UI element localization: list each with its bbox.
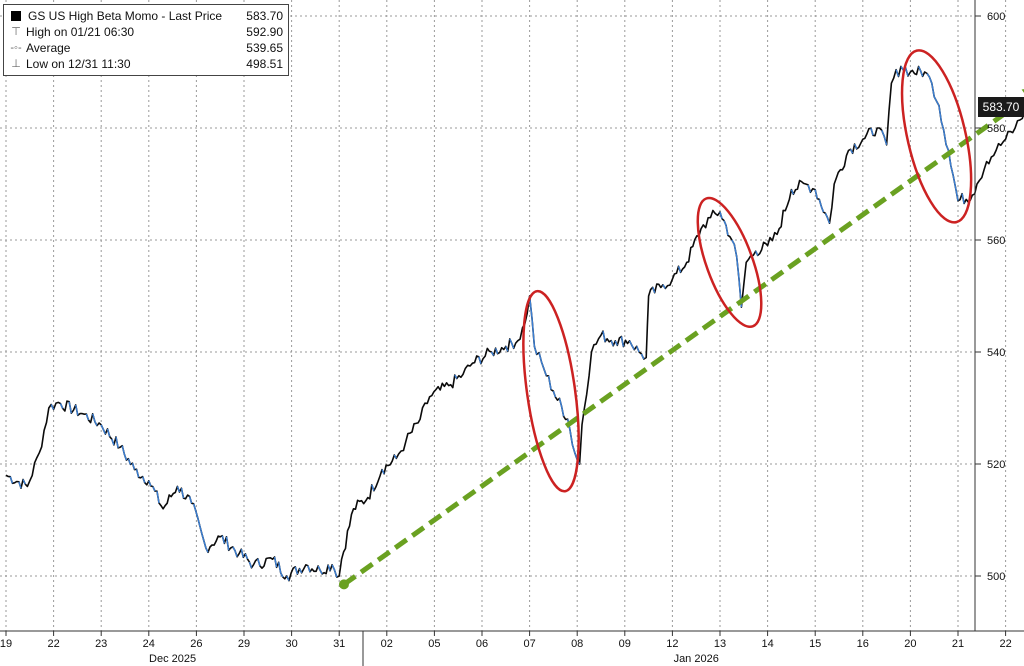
legend-label: Average xyxy=(26,41,71,55)
x-tick-label: 26 xyxy=(190,638,202,650)
legend-label: GS US High Beta Momo - Last Price xyxy=(28,9,223,23)
x-tick-label: 20 xyxy=(904,638,916,650)
gridlines xyxy=(0,0,1007,631)
y-tick-label: 540 xyxy=(987,347,1005,359)
highlight-ellipse xyxy=(522,289,580,493)
x-tick-label: 05 xyxy=(428,638,440,650)
x-tick-label: 31 xyxy=(333,638,345,650)
x-tick-label: 30 xyxy=(285,638,297,650)
high-marker-icon: ⊤ xyxy=(11,26,21,38)
legend-row-last-price: GS US High Beta Momo - Last Price 583.70 xyxy=(9,8,283,24)
y-tick-label: 580 xyxy=(987,123,1005,135)
x-tick-label: 07 xyxy=(523,638,535,650)
price-line-down-segments xyxy=(9,66,965,581)
x-tick-label: 09 xyxy=(619,638,631,650)
y-tick-label: 560 xyxy=(987,235,1005,247)
legend-label: High on 01/21 06:30 xyxy=(26,25,135,39)
average-marker-icon: -◦- xyxy=(10,42,22,54)
annotations xyxy=(338,49,1024,590)
price-series xyxy=(5,65,1024,582)
x-tick-label: 12 xyxy=(666,638,678,650)
legend-row-high: ⊤ High on 01/21 06:30 592.90 xyxy=(9,24,283,40)
price-line xyxy=(5,65,1024,582)
x-tick-label: 16 xyxy=(857,638,869,650)
legend-value: 498.51 xyxy=(246,57,283,71)
x-tick-label: 15 xyxy=(809,638,821,650)
highlight-ellipse xyxy=(900,49,973,224)
legend-row-average: -◦- Average 539.65 xyxy=(9,40,283,56)
x-tick-label: 22 xyxy=(47,638,59,650)
trend-arrow-line xyxy=(342,96,1024,587)
legend-label: Low on 12/31 11:30 xyxy=(26,57,131,71)
x-group-label: Jan 2026 xyxy=(674,653,719,665)
y-tick-label: 600 xyxy=(987,11,1005,23)
x-tick-label: 19 xyxy=(0,638,12,650)
x-tick-label: 02 xyxy=(381,638,393,650)
legend: GS US High Beta Momo - Last Price 583.70… xyxy=(3,4,289,76)
legend-row-low: ⊥ Low on 12/31 11:30 498.51 xyxy=(9,56,283,72)
x-tick-label: 29 xyxy=(238,638,250,650)
trend-arrow-start-dot xyxy=(338,579,349,590)
highlight-ellipse xyxy=(696,196,763,329)
series-swatch-icon xyxy=(11,11,21,21)
y-tick-label: 500 xyxy=(987,571,1005,583)
low-marker-icon: ⊥ xyxy=(11,58,21,70)
x-tick-label: 06 xyxy=(476,638,488,650)
x-tick-label: 24 xyxy=(143,638,155,650)
trend-arrow-head xyxy=(1021,89,1024,93)
x-tick-label: 23 xyxy=(95,638,107,650)
x-tick-label: 13 xyxy=(714,638,726,650)
y-tick-label: 520 xyxy=(987,459,1005,471)
x-group-label: Dec 2025 xyxy=(149,653,196,665)
legend-value: 583.70 xyxy=(246,9,283,23)
x-tick-label: 21 xyxy=(952,638,964,650)
x-tick-label: 08 xyxy=(571,638,583,650)
legend-value: 539.65 xyxy=(246,41,283,55)
last-price-label: 583.70 xyxy=(978,97,1024,118)
x-tick-label: 22 xyxy=(999,638,1011,650)
legend-value: 592.90 xyxy=(246,25,283,39)
x-tick-label: 14 xyxy=(761,638,773,650)
